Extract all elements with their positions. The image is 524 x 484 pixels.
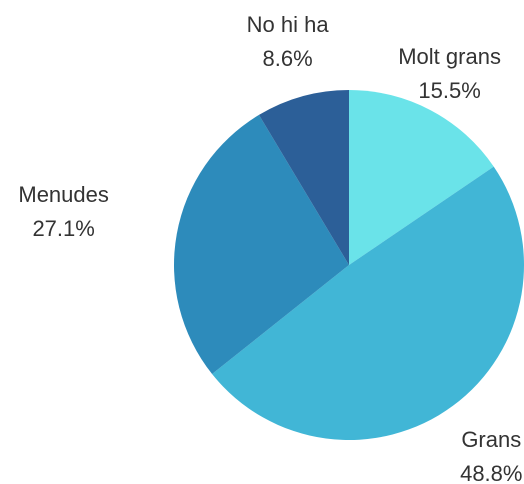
pie-slice <box>174 114 349 374</box>
slice-label: No hi ha <box>247 12 330 37</box>
slice-value-label: 48.8% <box>460 461 522 484</box>
slice-label: Menudes <box>18 182 109 207</box>
slice-value-label: 8.6% <box>263 46 313 71</box>
pie-slice <box>349 90 494 265</box>
slice-value-label: 15.5% <box>418 78 480 103</box>
slice-value-label: 27.1% <box>32 216 94 241</box>
pie-slice <box>212 166 524 440</box>
pie-slice <box>258 90 349 265</box>
slice-label: Grans <box>461 427 521 452</box>
slice-label: Molt grans <box>398 44 501 69</box>
